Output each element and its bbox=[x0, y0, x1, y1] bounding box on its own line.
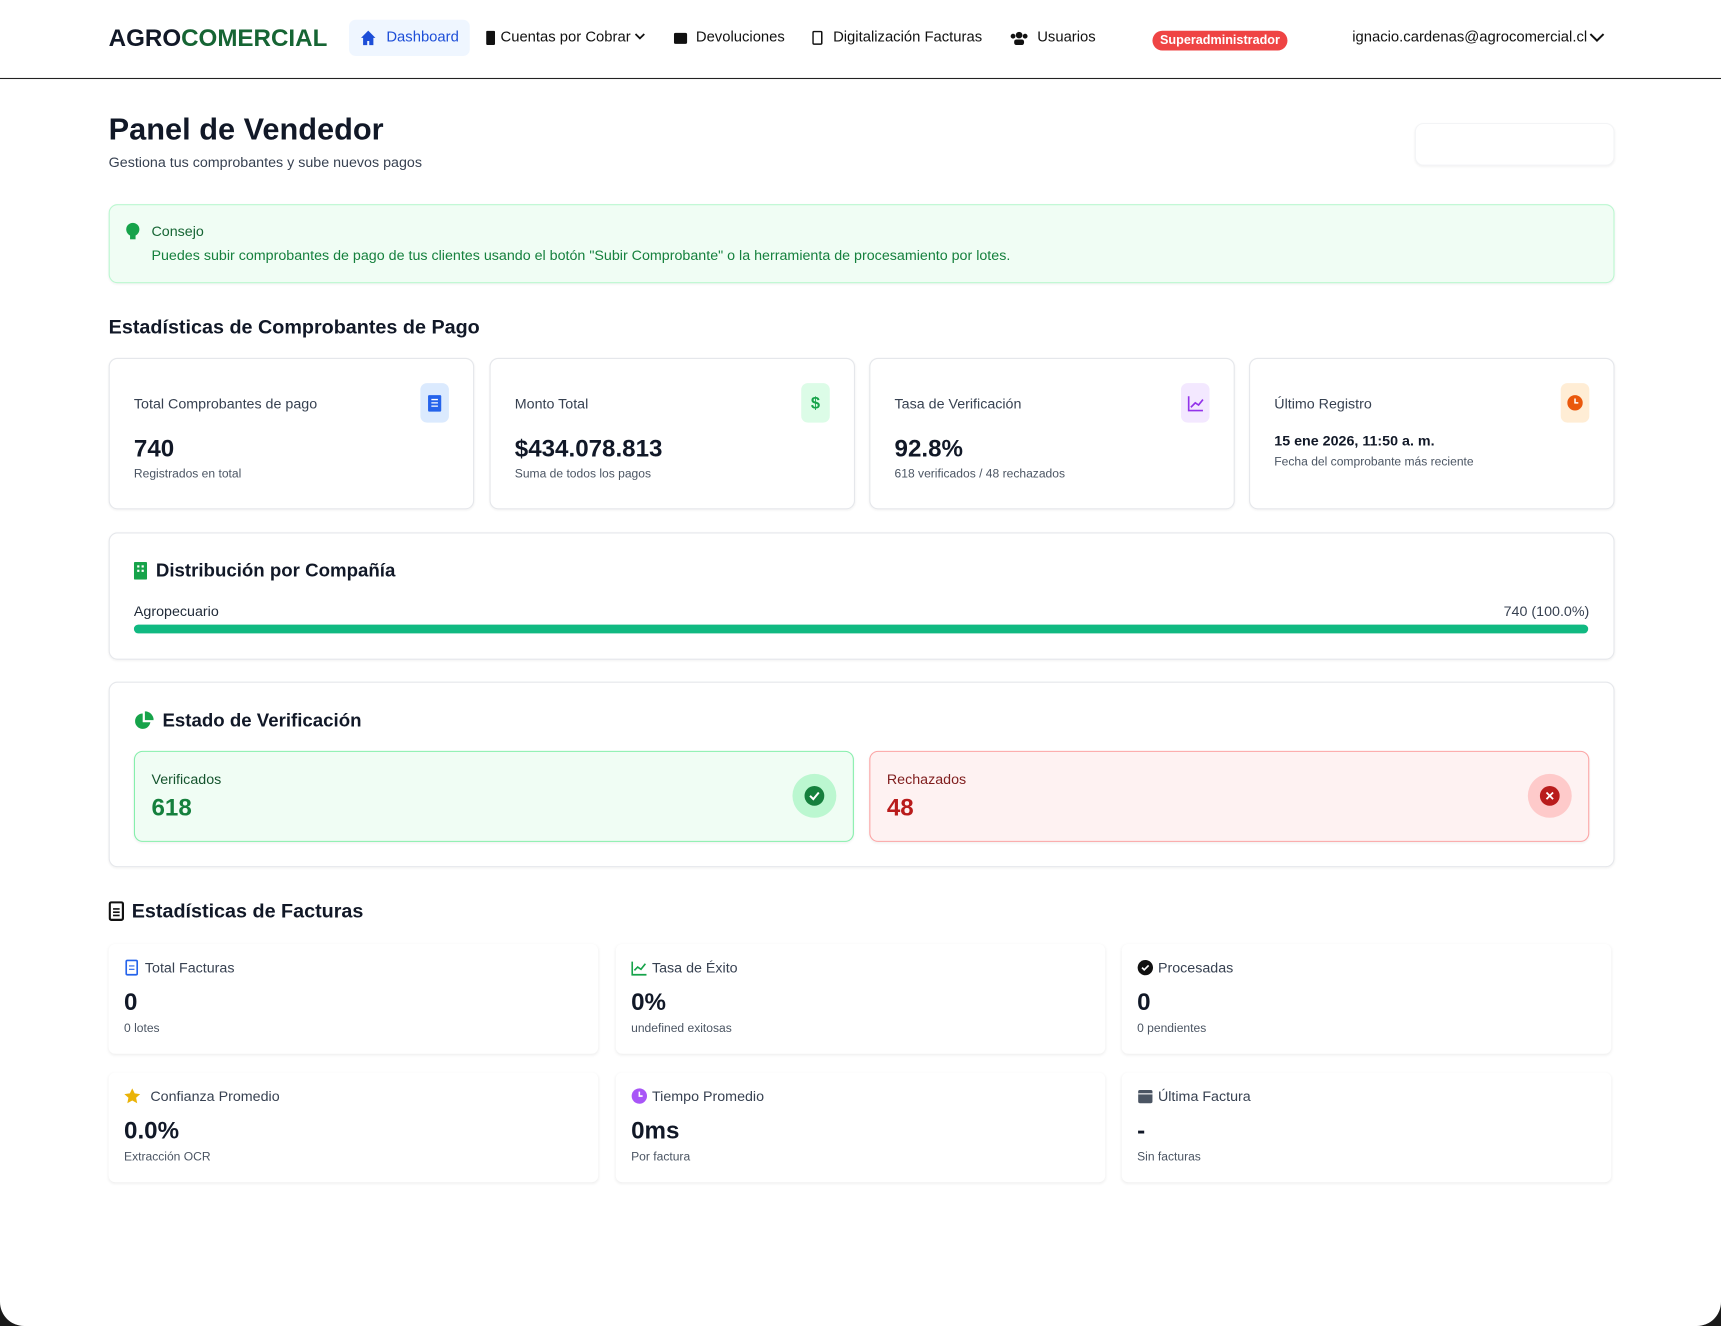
stat-label: Tasa de Verificación bbox=[895, 395, 1022, 411]
page-title: Panel de Vendedor bbox=[109, 112, 384, 147]
nav-item[interactable]: Cuentas por Cobrar bbox=[500, 29, 630, 45]
bar bbox=[134, 625, 1588, 634]
svg-text:$: $ bbox=[811, 394, 820, 412]
stat-card: Monto Total $ $434.078.813 Suma de todos… bbox=[490, 358, 855, 509]
brand-a: AGRO bbox=[109, 24, 181, 51]
stat-note: Suma de todos los pagos bbox=[515, 468, 651, 481]
verification-card: Estado de Verificación Verificados 618 R… bbox=[109, 682, 1615, 868]
card-title: Distribución por Compañía bbox=[156, 560, 395, 582]
stat-card: Tasa de Verificación 92.8% 618 verificad… bbox=[869, 358, 1234, 509]
card-value: 0ms bbox=[631, 1116, 679, 1145]
tip-text: Puedes subir comprobantes de pago de tus… bbox=[151, 247, 1010, 263]
card-note: Por factura bbox=[631, 1150, 690, 1163]
rejected-value: 48 bbox=[887, 794, 914, 823]
card-value: 0% bbox=[631, 988, 666, 1017]
company-count: 740 (100.0%) bbox=[1504, 603, 1590, 619]
stat-value: 740 bbox=[134, 435, 174, 464]
building-icon bbox=[134, 562, 147, 580]
stat-card: Último Registro 15 ene 2026, 11:50 a. m.… bbox=[1249, 358, 1614, 509]
bulb-icon bbox=[125, 222, 140, 242]
stat-icon bbox=[1561, 383, 1590, 423]
rejected-label: Rechazados bbox=[887, 771, 966, 787]
card-note: Extracción OCR bbox=[124, 1150, 211, 1163]
stat-icon: $ bbox=[801, 383, 830, 423]
distribution-card: Distribución por Compañía Agropecuario 7… bbox=[109, 532, 1615, 659]
chevron bbox=[1589, 33, 1604, 43]
stat-note: Registrados en total bbox=[134, 468, 241, 481]
section-title: Estadísticas de Facturas bbox=[132, 900, 364, 923]
doc-icon bbox=[485, 31, 496, 45]
card-label: Tasa de Éxito bbox=[652, 959, 738, 975]
chevron bbox=[634, 33, 645, 42]
tip-title: Consejo bbox=[151, 223, 203, 239]
card-icon bbox=[631, 1088, 649, 1106]
stat-card: Total Comprobantes de pago 740 Registrad… bbox=[109, 358, 474, 509]
placeholder-box bbox=[1415, 123, 1615, 166]
card-icon bbox=[124, 959, 142, 977]
nav-item[interactable]: Devoluciones bbox=[696, 29, 785, 45]
card-label: Última Factura bbox=[1158, 1088, 1251, 1104]
stat-icon bbox=[1181, 383, 1210, 423]
stat-label: Monto Total bbox=[515, 395, 589, 411]
check-icon bbox=[791, 773, 837, 819]
nav-item[interactable]: Usuarios bbox=[1037, 29, 1095, 45]
company-name: Agropecuario bbox=[134, 603, 219, 619]
box-icon bbox=[674, 31, 688, 45]
invoice-card: Confianza Promedio 0.0% Extracción OCR bbox=[109, 1072, 599, 1182]
nav-item[interactable]: Dashboard bbox=[386, 29, 458, 45]
rejected-box: Rechazados 48 bbox=[869, 751, 1589, 842]
card-value: 0 bbox=[124, 988, 137, 1017]
card-icon bbox=[124, 1088, 142, 1106]
stat-icon bbox=[420, 383, 449, 423]
card-icon bbox=[631, 959, 649, 977]
card-note: Sin facturas bbox=[1137, 1150, 1201, 1163]
doc-icon bbox=[812, 31, 823, 45]
card-value: 0 bbox=[1137, 988, 1150, 1017]
navbar: AGROCOMERCIAL Dashboard Cuentas por Cobr… bbox=[0, 0, 1721, 79]
card-note: 0 pendientes bbox=[1137, 1022, 1206, 1035]
card-label: Procesadas bbox=[1158, 959, 1233, 975]
nav-item[interactable]: Digitalización Facturas bbox=[833, 29, 982, 45]
invoice-card: Total Facturas 0 0 lotes bbox=[109, 944, 599, 1054]
card-label: Total Facturas bbox=[145, 959, 235, 975]
stat-value: 92.8% bbox=[895, 435, 963, 464]
verified-box: Verificados 618 bbox=[134, 751, 854, 842]
invoice-card: Última Factura - Sin facturas bbox=[1122, 1072, 1612, 1182]
card-label: Tiempo Promedio bbox=[652, 1088, 764, 1104]
verified-value: 618 bbox=[151, 794, 191, 823]
doc-icon bbox=[109, 901, 124, 921]
x-icon bbox=[1527, 773, 1573, 819]
stat-note: Fecha del comprobante más reciente bbox=[1274, 456, 1473, 469]
brand[interactable]: AGROCOMERCIAL bbox=[109, 24, 328, 53]
tip-box: Consejo Puedes subir comprobantes de pag… bbox=[109, 204, 1615, 283]
card-icon bbox=[1137, 959, 1155, 977]
card-note: 0 lotes bbox=[124, 1022, 160, 1035]
invoice-card: Procesadas 0 0 pendientes bbox=[1122, 944, 1612, 1054]
card-note: undefined exitosas bbox=[631, 1022, 732, 1035]
stat-value: $434.078.813 bbox=[515, 435, 663, 464]
user-menu[interactable]: ignacio.cardenas@agrocomercial.cl bbox=[1352, 29, 1587, 45]
pie-icon bbox=[134, 711, 154, 731]
stat-value: 15 ene 2026, 11:50 a. m. bbox=[1274, 432, 1434, 448]
card-icon bbox=[1137, 1088, 1155, 1106]
users-icon bbox=[1010, 31, 1029, 45]
brand-b: COMERCIAL bbox=[181, 24, 327, 51]
page-subtitle: Gestiona tus comprobantes y sube nuevos … bbox=[109, 154, 422, 170]
section-title: Estadísticas de Comprobantes de Pago bbox=[109, 316, 480, 339]
bar-track bbox=[134, 625, 1588, 634]
role-badge: Superadministrador bbox=[1152, 31, 1287, 51]
card-label: Confianza Promedio bbox=[150, 1088, 279, 1104]
card-value: 0.0% bbox=[124, 1116, 179, 1145]
stat-label: Último Registro bbox=[1274, 395, 1372, 411]
stat-note: 618 verificados / 48 rechazados bbox=[895, 468, 1065, 481]
invoice-card: Tiempo Promedio 0ms Por factura bbox=[616, 1072, 1106, 1182]
card-title: Estado de Verificación bbox=[162, 710, 361, 732]
verified-label: Verificados bbox=[151, 771, 221, 787]
card-value: - bbox=[1137, 1116, 1145, 1145]
home-icon bbox=[360, 30, 376, 46]
invoice-card: Tasa de Éxito 0% undefined exitosas bbox=[616, 944, 1106, 1054]
stat-label: Total Comprobantes de pago bbox=[134, 395, 317, 411]
